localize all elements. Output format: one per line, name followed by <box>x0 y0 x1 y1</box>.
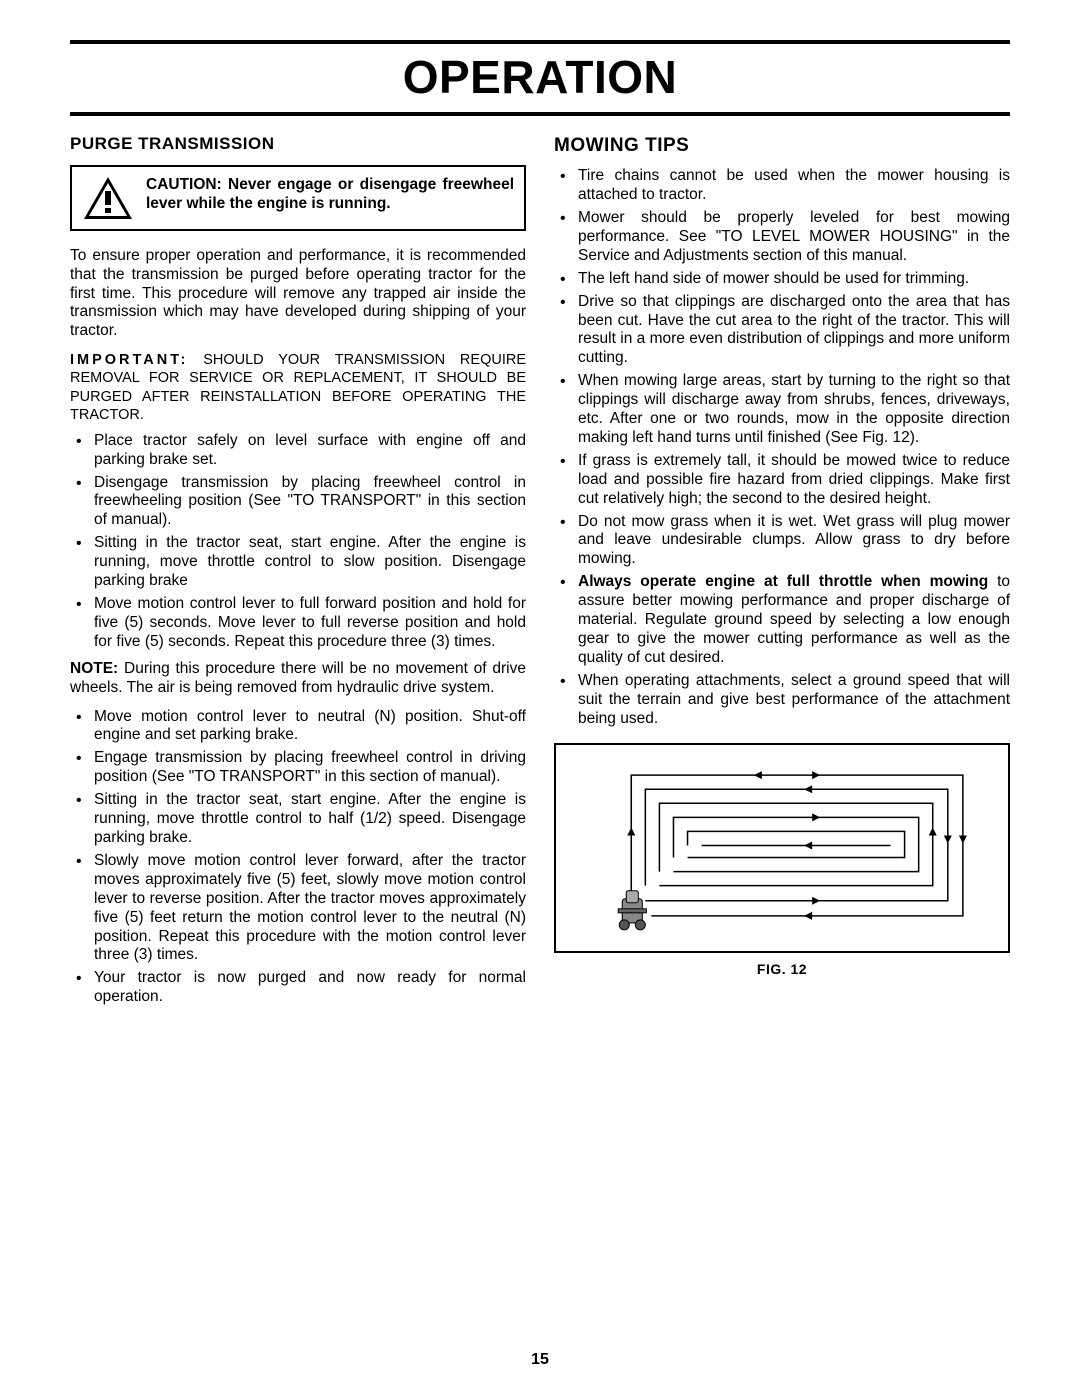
caution-box: CAUTION: Never engage or disengage freew… <box>70 165 526 231</box>
list-item: Slowly move motion control lever forward… <box>70 852 526 965</box>
procedure-list-1: Place tractor safely on level surface wi… <box>70 432 526 652</box>
note-body: During this procedure there will be no m… <box>70 660 526 696</box>
figure-12-diagram <box>554 743 1010 953</box>
list-item: Move motion control lever to neutral (N)… <box>70 708 526 746</box>
purge-heading: PURGE TRANSMISSION <box>70 134 526 155</box>
list-item: When operating attachments, select a gro… <box>554 672 1010 729</box>
header-rule-top <box>70 40 1010 44</box>
caution-prefix: CAUTION: <box>146 176 222 193</box>
caution-text: CAUTION: Never engage or disengage freew… <box>146 175 514 214</box>
page-title: OPERATION <box>70 46 1010 110</box>
list-item: When mowing large areas, start by turnin… <box>554 372 1010 448</box>
figure-caption: FIG. 12 <box>554 961 1010 978</box>
list-item: Place tractor safely on level surface wi… <box>70 432 526 470</box>
intro-paragraph: To ensure proper operation and performan… <box>70 247 526 342</box>
page-number: 15 <box>0 1351 1080 1369</box>
header-rule-bottom <box>70 112 1010 116</box>
left-column: PURGE TRANSMISSION CAUTION: Never engage… <box>70 130 526 1015</box>
list-item: Do not mow grass when it is wet. Wet gra… <box>554 513 1010 570</box>
list-item: Sitting in the tractor seat, start engin… <box>70 791 526 848</box>
right-column: MOWING TIPS Tire chains cannot be used w… <box>554 130 1010 1015</box>
bold-lead: Always operate engine at full throttle w… <box>578 573 988 590</box>
list-item: Your tractor is now purged and now ready… <box>70 969 526 1007</box>
list-item: Move motion control lever to full forwar… <box>70 595 526 652</box>
warning-icon <box>82 175 134 221</box>
list-item: Tire chains cannot be used when the mowe… <box>554 167 1010 205</box>
important-prefix: IMPORTANT: <box>70 352 188 368</box>
note-prefix: NOTE: <box>70 660 118 677</box>
note-paragraph: NOTE: During this procedure there will b… <box>70 660 526 698</box>
procedure-list-2: Move motion control lever to neutral (N)… <box>70 708 526 1008</box>
list-item: If grass is extremely tall, it should be… <box>554 452 1010 509</box>
list-item: Mower should be properly leveled for bes… <box>554 209 1010 266</box>
page-container: OPERATION PURGE TRANSMISSION CAUTION: Ne… <box>0 0 1080 1015</box>
important-paragraph: IMPORTANT: SHOULD YOUR TRANSMISSION REQU… <box>70 351 526 424</box>
mowing-heading: MOWING TIPS <box>554 134 1010 157</box>
two-column-layout: PURGE TRANSMISSION CAUTION: Never engage… <box>70 130 1010 1015</box>
list-item: Disengage transmission by placing freewh… <box>70 474 526 531</box>
list-item: Sitting in the tractor seat, start engin… <box>70 534 526 591</box>
list-item: The left hand side of mower should be us… <box>554 270 1010 289</box>
list-item: Drive so that clippings are discharged o… <box>554 293 1010 369</box>
tips-list: Tire chains cannot be used when the mowe… <box>554 167 1010 728</box>
list-item: Always operate engine at full throttle w… <box>554 573 1010 668</box>
list-item: Engage transmission by placing freewheel… <box>70 749 526 787</box>
